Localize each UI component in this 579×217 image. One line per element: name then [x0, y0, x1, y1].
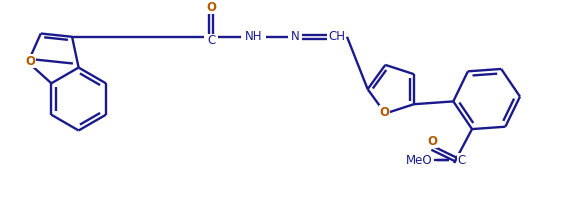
Text: C: C: [458, 154, 466, 166]
Text: O: O: [206, 1, 217, 14]
Text: MeO: MeO: [406, 154, 433, 166]
Text: NH: NH: [245, 30, 262, 43]
Text: O: O: [379, 106, 389, 119]
Text: O: O: [25, 55, 35, 68]
Text: C: C: [207, 34, 215, 47]
Text: CH: CH: [329, 30, 346, 43]
Text: N: N: [291, 30, 299, 43]
Text: O: O: [427, 135, 437, 148]
